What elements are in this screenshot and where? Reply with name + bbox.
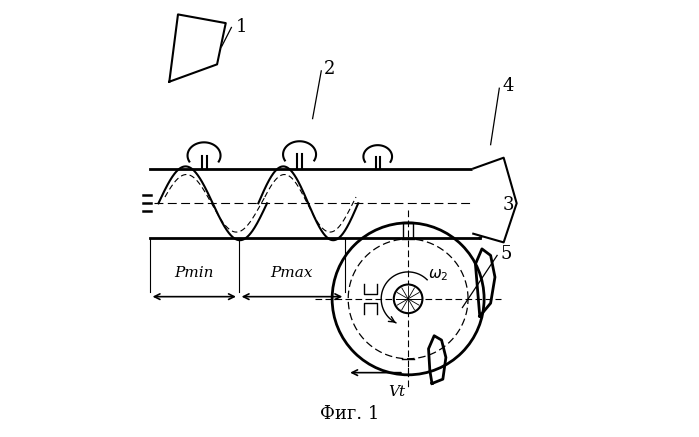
Text: 1: 1 [236,18,247,36]
Text: Pmax: Pmax [271,266,313,280]
Polygon shape [473,158,517,243]
Text: 2: 2 [324,60,335,78]
Text: Vt: Vt [389,385,406,399]
Polygon shape [169,14,226,82]
Text: 4: 4 [503,77,514,95]
Text: 3: 3 [503,196,514,214]
Text: Pmin: Pmin [175,266,214,280]
Text: 5: 5 [500,245,512,263]
Text: $\omega_2$: $\omega_2$ [428,267,448,283]
Text: Фиг. 1: Фиг. 1 [320,405,379,423]
Circle shape [394,284,422,313]
